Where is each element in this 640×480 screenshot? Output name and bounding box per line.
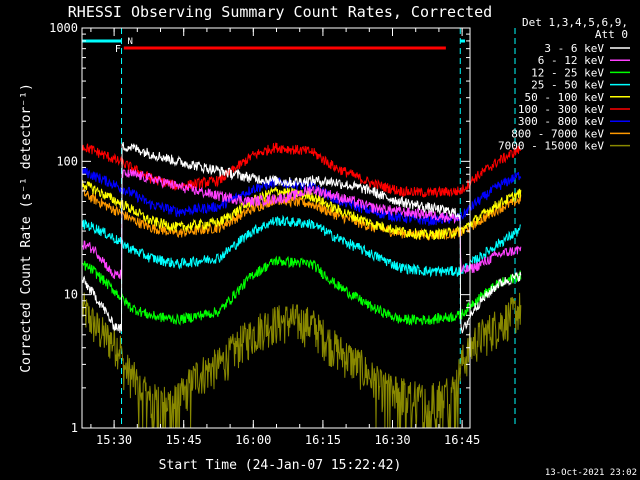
legend-entry-label: 12 - 25 keV bbox=[531, 66, 604, 79]
legend-header: Det 1,3,4,5,6,9, bbox=[522, 16, 628, 29]
footer-timestamp: 13-Oct-2021 23:02 bbox=[545, 468, 637, 478]
legend-entry-label: 25 - 50 keV bbox=[531, 79, 604, 92]
x-tick-label: 15:30 bbox=[96, 433, 132, 447]
night-label: N bbox=[128, 37, 133, 47]
series-line-3 bbox=[82, 214, 521, 278]
series-line-4 bbox=[82, 180, 522, 241]
x-tick-label: 16:30 bbox=[374, 433, 410, 447]
series-line-8 bbox=[82, 292, 522, 429]
legend-entry-label: 100 - 300 keV bbox=[518, 103, 604, 116]
plot-frame bbox=[81, 27, 471, 429]
x-axis-ticks: 15:30 15:45 16:00 16:15 16:30 16:45 bbox=[90, 28, 480, 447]
legend-entry-label: 6 - 12 keV bbox=[538, 54, 605, 67]
series-line-1 bbox=[82, 168, 522, 280]
y-tick-label: 1000 bbox=[49, 21, 78, 35]
legend-entry-label: 7000 - 15000 keV bbox=[498, 140, 604, 153]
series-layer bbox=[82, 142, 522, 429]
flare-markers: F bbox=[115, 44, 446, 55]
y-tick-label: 100 bbox=[56, 154, 78, 168]
x-tick-label: 16:00 bbox=[235, 433, 271, 447]
series-line-2 bbox=[82, 255, 522, 326]
y-tick-label: 1 bbox=[71, 421, 78, 435]
legend-entry-label: 3 - 6 keV bbox=[544, 42, 604, 55]
series-line-6 bbox=[82, 167, 522, 226]
y-axis-label: Corrected Count Rate (s⁻¹ detector⁻¹) bbox=[19, 83, 34, 373]
x-axis-label: Start Time (24-Jan-07 15:22:42) bbox=[159, 458, 402, 473]
series-line-5 bbox=[82, 142, 521, 198]
chart-title: RHESSI Observing Summary Count Rates, Co… bbox=[68, 3, 492, 21]
series-line-7 bbox=[82, 187, 522, 242]
x-tick-label: 16:45 bbox=[444, 433, 480, 447]
x-tick-label: 16:15 bbox=[305, 433, 341, 447]
flare-label: F bbox=[115, 44, 121, 55]
y-axis-ticks: 1 10 100 1000 bbox=[49, 21, 470, 435]
x-tick-label: 15:45 bbox=[166, 433, 202, 447]
legend-entry-label: 300 - 800 keV bbox=[518, 115, 604, 128]
series-line-0 bbox=[82, 142, 522, 334]
legend-entry-label: 800 - 7000 keV bbox=[511, 127, 604, 140]
legend-header: Att 0 bbox=[595, 28, 628, 41]
legend-entry-label: 50 - 100 keV bbox=[525, 91, 605, 104]
y-tick-label: 10 bbox=[64, 288, 78, 302]
